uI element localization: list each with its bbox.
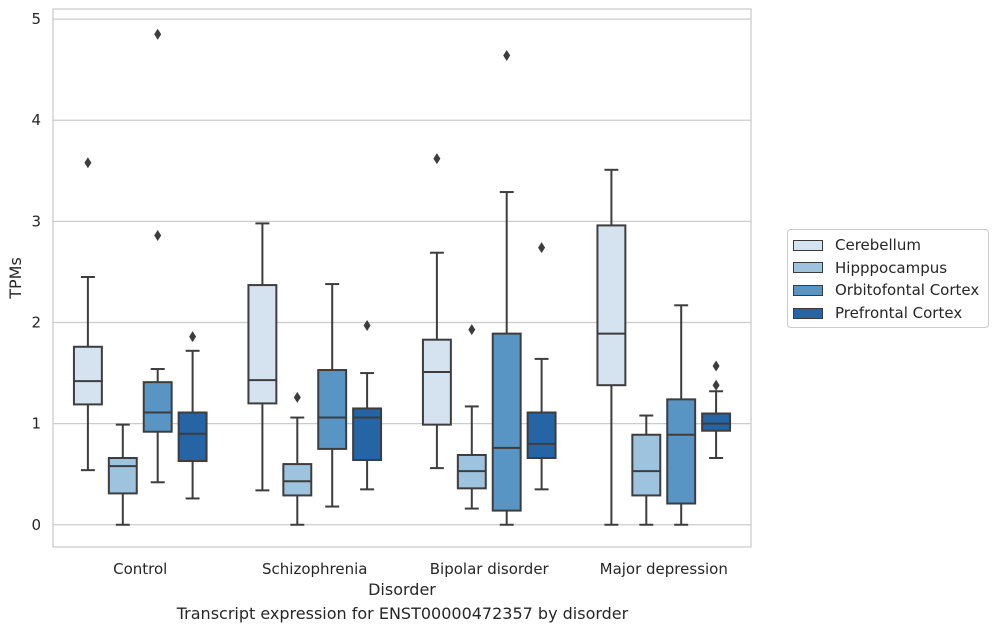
legend-swatch: [793, 284, 823, 296]
outlier-marker: [293, 391, 301, 403]
outlier-marker: [154, 230, 162, 242]
outlier-marker: [503, 50, 511, 62]
legend-item: Prefrontal Cortex: [788, 302, 988, 325]
box-prefrontal-cortex: [526, 242, 557, 491]
legend-swatch: [793, 307, 823, 319]
box-cerebellum: [421, 153, 452, 470]
outlier-marker: [538, 242, 546, 254]
iqr-box: [177, 411, 208, 463]
iqr-box: [352, 407, 383, 462]
box-hipppocampus: [282, 391, 313, 526]
outlier-marker: [84, 157, 92, 169]
x-tick-label: Bipolar disorder: [430, 560, 550, 578]
box-hipppocampus: [631, 414, 662, 526]
y-axis-label: TPMs: [6, 257, 25, 300]
box-prefrontal-cortex: [352, 320, 383, 491]
iqr-box: [596, 224, 627, 387]
box-cerebellum: [72, 157, 103, 472]
y-tick-label: 1: [31, 415, 41, 433]
y-tick-label: 4: [31, 111, 41, 129]
y-tick-label: 2: [31, 313, 41, 331]
y-tick-label: 3: [31, 212, 41, 230]
x-tick-label: Schizophrenia: [262, 560, 367, 578]
outlier-marker: [189, 331, 197, 343]
iqr-box: [421, 338, 452, 426]
plot-area-frame: [52, 8, 752, 548]
box-orbitofontal-cortex: [666, 304, 697, 526]
y-tick-label: 5: [31, 10, 41, 28]
legend-swatch: [793, 239, 823, 251]
legend-item: Hipppocampus: [788, 257, 988, 280]
iqr-box: [701, 412, 732, 432]
outlier-marker: [363, 320, 371, 332]
box-orbitofontal-cortex: [491, 50, 522, 526]
box-hipppocampus: [107, 423, 138, 526]
y-tick-label: 0: [31, 516, 41, 534]
x-tick-labels: Control Schizophrenia Bipolar disorder Majo…: [113, 560, 728, 578]
iqr-box: [142, 381, 173, 433]
legend-label: Hipppocampus: [835, 258, 948, 277]
box-prefrontal-cortex: [701, 360, 732, 460]
outlier-marker: [468, 324, 476, 336]
legend-item: Cerebellum: [788, 234, 988, 257]
box-hipppocampus: [456, 324, 487, 510]
iqr-box: [247, 284, 278, 405]
iqr-box: [107, 457, 138, 495]
iqr-box: [631, 433, 662, 497]
iqr-box: [526, 411, 557, 460]
boxes: [72, 28, 732, 526]
y-tick-labels: 0 1 2 3 4 5: [31, 10, 41, 534]
iqr-box: [666, 398, 697, 505]
outlier-marker: [154, 28, 162, 40]
x-axis-label: Disorder: [368, 580, 436, 599]
iqr-box: [72, 345, 103, 406]
legend: Cerebellum Hipppocampus Orbitofontal Corte…: [787, 229, 989, 329]
box-cerebellum: [247, 222, 278, 492]
chart-caption: Transcript expression for ENST0000047235…: [176, 604, 629, 623]
box-orbitofontal-cortex: [142, 28, 173, 484]
outlier-marker: [712, 379, 720, 391]
x-tick-label: Control: [113, 560, 167, 578]
outlier-marker: [712, 360, 720, 372]
x-tick-label: Major depression: [600, 560, 728, 578]
legend-label: Cerebellum: [835, 236, 921, 255]
iqr-box: [317, 369, 348, 450]
iqr-box: [282, 463, 313, 497]
box-prefrontal-cortex: [177, 331, 208, 500]
legend-label: Orbitofontal Cortex: [835, 281, 980, 300]
box-orbitofontal-cortex: [317, 283, 348, 508]
legend-swatch: [793, 262, 823, 274]
iqr-box: [491, 332, 522, 512]
legend-label: Prefrontal Cortex: [835, 304, 963, 323]
outlier-marker: [433, 153, 441, 165]
box-cerebellum: [596, 168, 627, 526]
legend-item: Orbitofontal Cortex: [788, 279, 988, 302]
